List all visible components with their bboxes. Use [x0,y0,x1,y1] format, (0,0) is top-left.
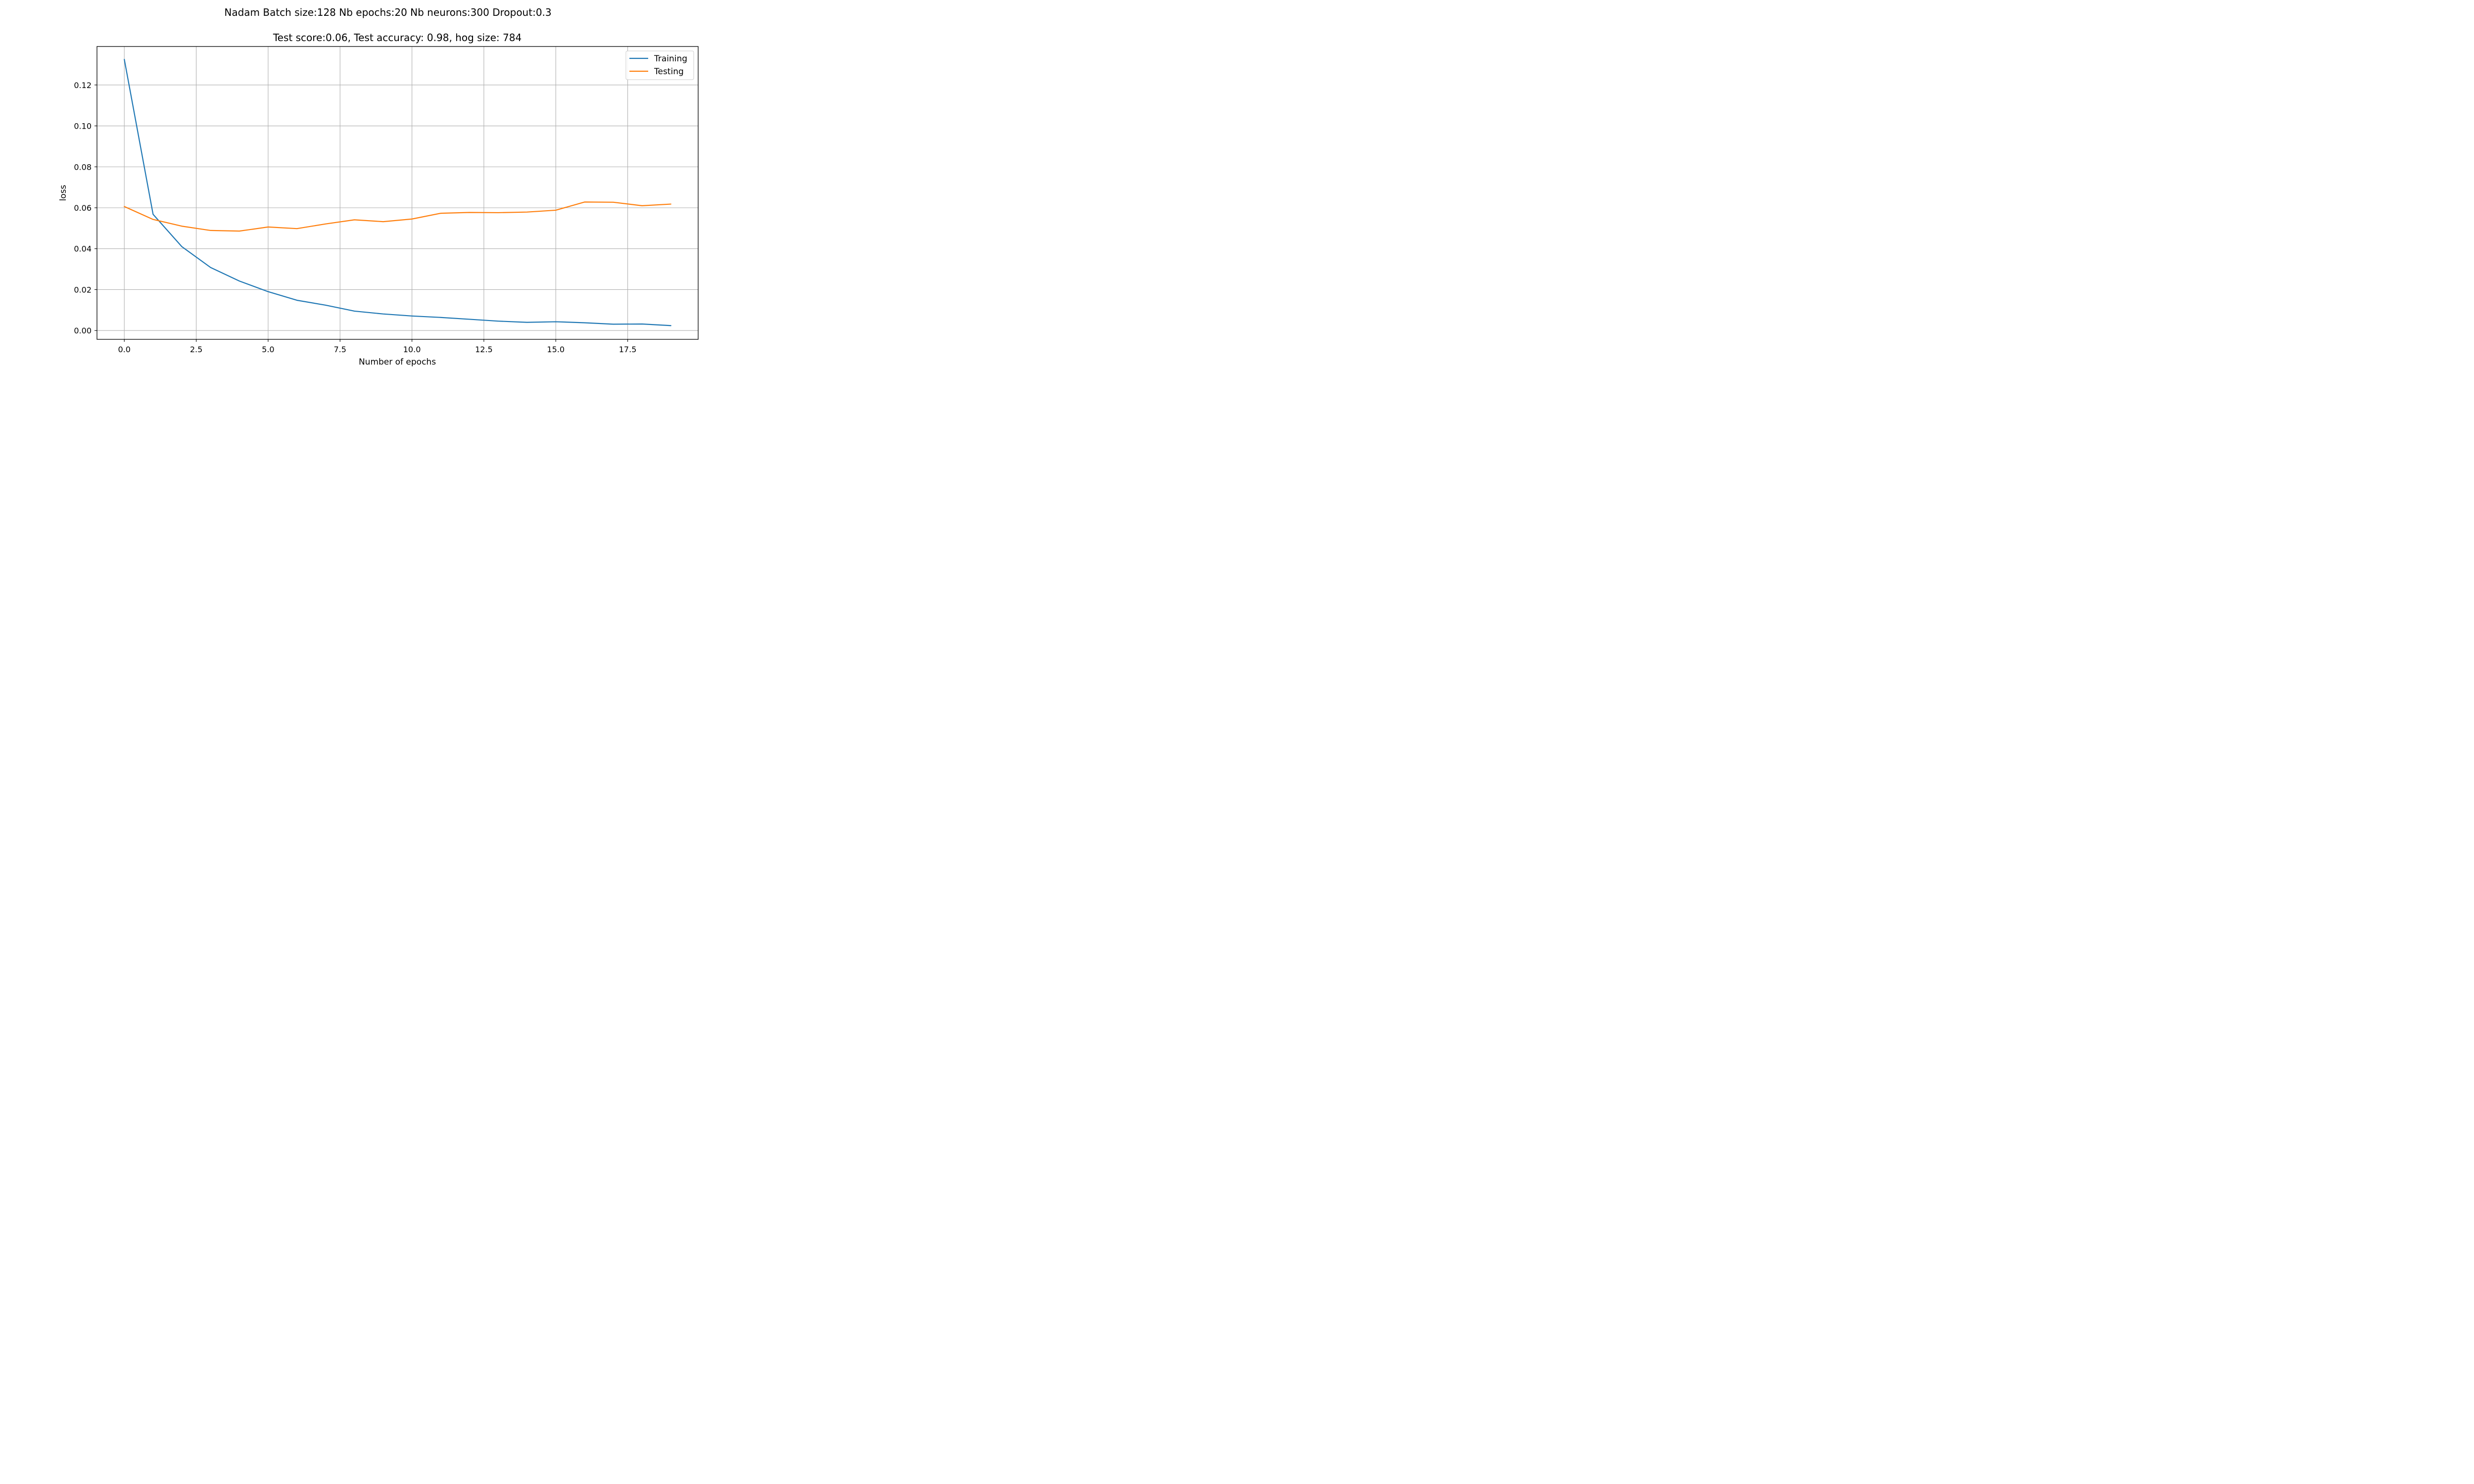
x-tick-label: 7.5 [334,345,346,354]
x-tick-label: 12.5 [475,345,493,354]
x-tick-label: 2.5 [190,345,202,354]
plot-area [124,58,671,326]
y-tick-label: 0.10 [74,122,92,131]
legend-label-training: Training [654,54,687,64]
y-tick-label: 0.00 [74,326,92,335]
loss-chart: Nadam Batch size:128 Nb epochs:20 Nb neu… [58,6,699,367]
legend: Training Testing [625,50,694,80]
x-tick-label: 10.0 [403,345,421,354]
axis-ticks: 0.0 2.5 5.0 7.5 10.0 12.5 15.0 17.5 0.00 0.02 0.04… [74,81,636,354]
x-tick-label: 15.0 [547,345,565,354]
grid [97,46,698,339]
series-line-testing [124,201,671,232]
plot-frame [96,46,699,340]
y-tick-label: 0.02 [74,285,92,294]
x-tick-label: 5.0 [262,345,274,354]
legend-label-testing: Testing [654,67,684,77]
y-tick-label: 0.08 [74,162,92,172]
x-tick-label: 0.0 [118,345,131,354]
series-line-training [124,58,671,326]
chart-title: Test score:0.06, Test accuracy: 0.98, ho… [273,32,522,44]
chart-suptitle: Nadam Batch size:128 Nb epochs:20 Nb neu… [224,6,551,18]
y-tick-label: 0.04 [74,244,92,254]
y-tick-label: 0.06 [74,203,92,213]
y-tick-label: 0.12 [74,81,92,90]
x-tick-label: 17.5 [619,345,637,354]
y-axis-label: loss [58,185,68,201]
x-axis-label: Number of epochs [359,357,436,367]
